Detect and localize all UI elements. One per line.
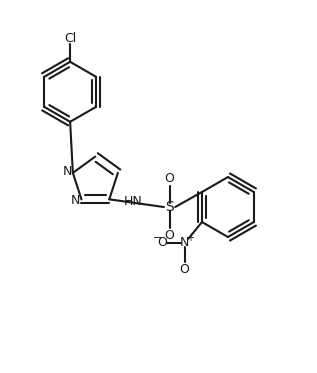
Text: O: O xyxy=(158,236,167,249)
Text: −: − xyxy=(153,233,162,243)
Text: O: O xyxy=(165,172,174,185)
Text: N: N xyxy=(180,236,189,249)
Text: N: N xyxy=(70,194,80,207)
Text: O: O xyxy=(180,263,190,276)
Text: Cl: Cl xyxy=(64,32,76,45)
Text: N: N xyxy=(62,165,72,178)
Text: HN: HN xyxy=(124,195,142,208)
Text: +: + xyxy=(186,233,194,243)
Text: O: O xyxy=(165,229,174,242)
Text: S: S xyxy=(165,200,174,214)
